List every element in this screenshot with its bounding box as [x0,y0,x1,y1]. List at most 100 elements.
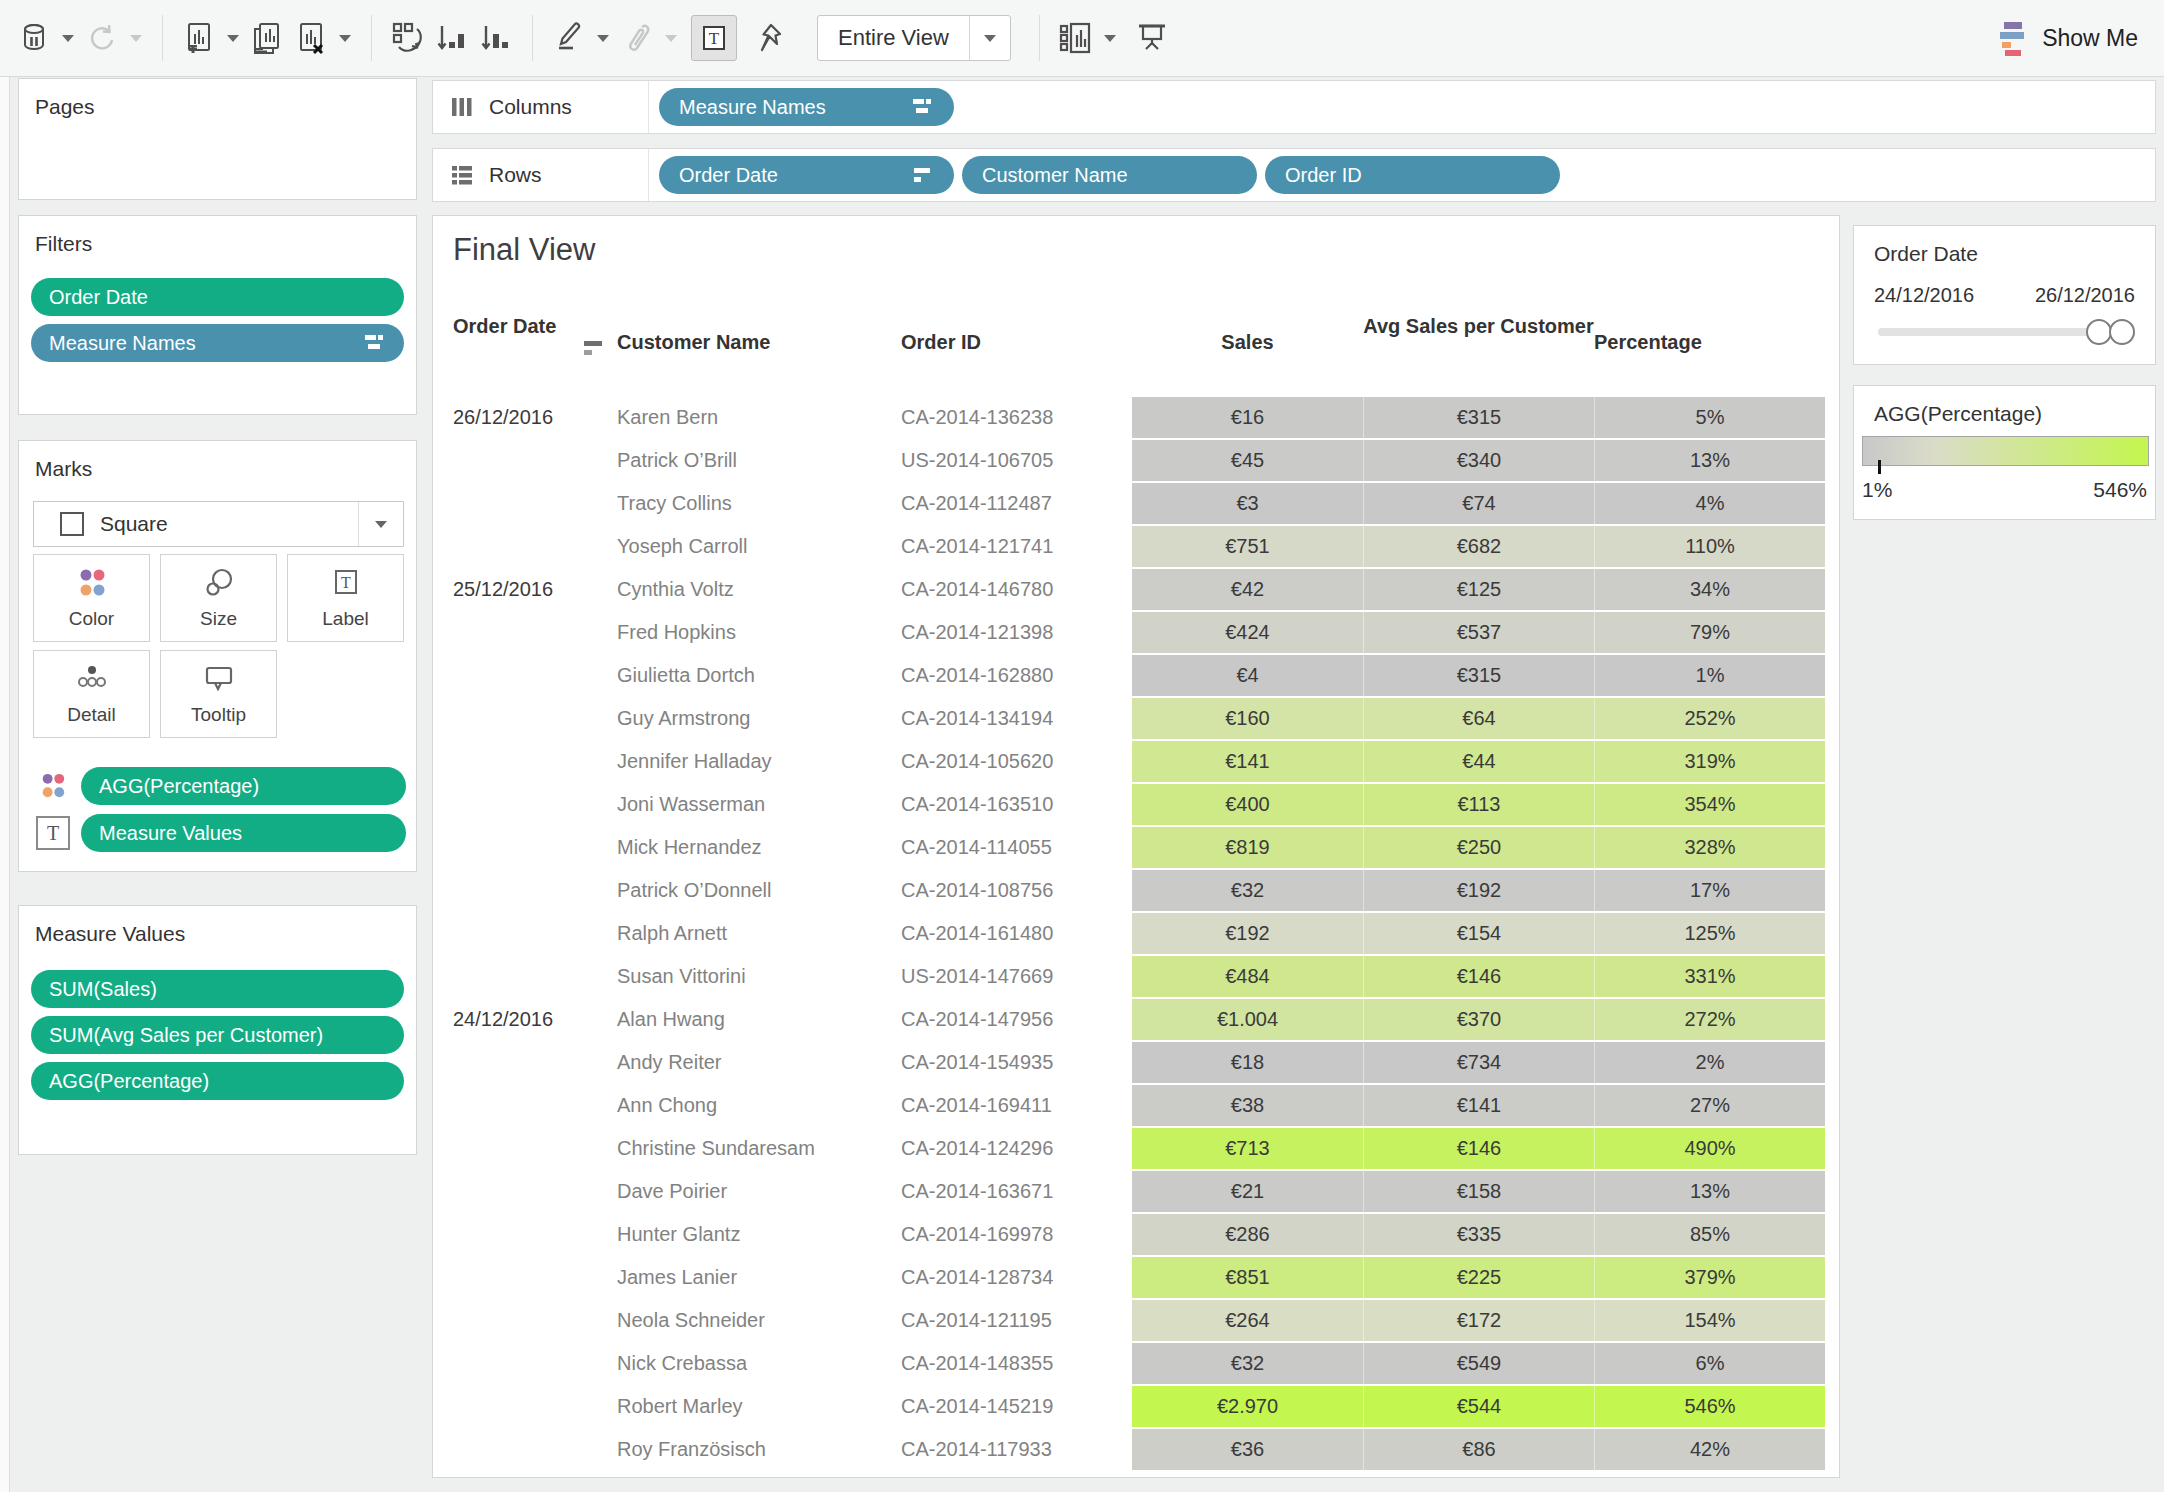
pill-customer-name[interactable]: Customer Name [962,156,1257,194]
cell-order-date[interactable] [453,482,617,525]
cell-sales[interactable]: €1.004 [1132,999,1363,1040]
cell-customer-name[interactable]: Karen Bern [617,396,901,439]
data-source-caret[interactable] [62,35,74,42]
highlight-caret[interactable] [597,35,609,42]
cell-order-date[interactable] [453,1342,617,1385]
cell-percentage[interactable]: 79% [1594,612,1825,653]
cell-customer-name[interactable]: Dave Poirier [617,1170,901,1213]
cell-percentage[interactable]: 34% [1594,569,1825,610]
cell-order-id[interactable]: CA-2014-162880 [901,654,1132,697]
cell-sales[interactable]: €751 [1132,526,1363,567]
cell-order-id[interactable]: CA-2014-169978 [901,1213,1132,1256]
color-button[interactable]: Color [33,554,150,642]
cell-order-id[interactable]: CA-2014-121741 [901,525,1132,568]
cell-percentage[interactable]: 272% [1594,999,1825,1040]
cell-avg-sales[interactable]: €544 [1363,1386,1594,1427]
cell-order-date[interactable] [453,1213,617,1256]
cell-customer-name[interactable]: Jennifer Halladay [617,740,901,783]
undo-icon[interactable] [80,16,124,60]
cell-avg-sales[interactable]: €44 [1363,741,1594,782]
cell-avg-sales[interactable]: €86 [1363,1429,1594,1470]
cell-order-date[interactable]: 25/12/2016 [453,568,617,611]
cell-avg-sales[interactable]: €146 [1363,1128,1594,1169]
cell-order-date[interactable] [453,955,617,998]
cell-order-id[interactable]: CA-2014-124296 [901,1127,1132,1170]
cell-customer-name[interactable]: Patrick O’Donnell [617,869,901,912]
header-avg-sales[interactable]: Avg Sales per Customer [1363,312,1594,340]
cell-sales[interactable]: €286 [1132,1214,1363,1255]
cell-customer-name[interactable]: Susan Vittorini [617,955,901,998]
cell-sales[interactable]: €160 [1132,698,1363,739]
clear-sheet-caret[interactable] [339,35,351,42]
cell-order-id[interactable]: CA-2014-121398 [901,611,1132,654]
cell-percentage[interactable]: 331% [1594,956,1825,997]
cell-order-id[interactable]: CA-2014-145219 [901,1385,1132,1428]
cell-avg-sales[interactable]: €192 [1363,870,1594,911]
cell-avg-sales[interactable]: €74 [1363,483,1594,524]
cell-order-id[interactable]: CA-2014-105620 [901,740,1132,783]
header-order-id[interactable]: Order ID [901,328,981,356]
cell-avg-sales[interactable]: €315 [1363,655,1594,696]
cell-percentage[interactable]: 5% [1594,397,1825,438]
cell-customer-name[interactable]: Neola Schneider [617,1299,901,1342]
cell-order-id[interactable]: CA-2014-146780 [901,568,1132,611]
sheet-title[interactable]: Final View [453,232,595,268]
highlight-icon[interactable] [547,16,591,60]
cell-avg-sales[interactable]: €158 [1363,1171,1594,1212]
cell-customer-name[interactable]: Alan Hwang [617,998,901,1041]
cell-order-date[interactable]: 24/12/2016 [453,998,617,1041]
cell-order-date[interactable]: 26/12/2016 [453,396,617,439]
cell-sales[interactable]: €141 [1132,741,1363,782]
cell-avg-sales[interactable]: €549 [1363,1343,1594,1384]
cell-order-date[interactable] [453,525,617,568]
cell-customer-name[interactable]: Giulietta Dortch [617,654,901,697]
cell-order-date[interactable] [453,1041,617,1084]
cell-order-date[interactable] [453,1170,617,1213]
cell-sales[interactable]: €424 [1132,612,1363,653]
cell-order-date[interactable] [453,654,617,697]
size-button[interactable]: Size [160,554,277,642]
mv-pill-sum-avg-sales[interactable]: SUM(Avg Sales per Customer) [31,1016,404,1054]
new-worksheet-caret[interactable] [227,35,239,42]
mv-pill-sum-sales[interactable]: SUM(Sales) [31,970,404,1008]
cell-avg-sales[interactable]: €370 [1363,999,1594,1040]
pill-measure-names[interactable]: Measure Names [659,88,954,126]
cell-percentage[interactable]: 2% [1594,1042,1825,1083]
cell-order-id[interactable]: CA-2014-128734 [901,1256,1132,1299]
cell-percentage[interactable]: 6% [1594,1343,1825,1384]
cell-sales[interactable]: €484 [1132,956,1363,997]
cell-customer-name[interactable]: Guy Armstrong [617,697,901,740]
cell-avg-sales[interactable]: €141 [1363,1085,1594,1126]
cell-sales[interactable]: €18 [1132,1042,1363,1083]
cell-sales[interactable]: €851 [1132,1257,1363,1298]
header-percentage[interactable]: Percentage [1594,328,1702,356]
cell-sales[interactable]: €713 [1132,1128,1363,1169]
cell-sales[interactable]: €32 [1132,870,1363,911]
sort-descending-icon[interactable] [474,16,518,60]
cell-order-date[interactable] [453,1428,617,1471]
detail-button[interactable]: Detail [33,650,150,738]
presentation-mode-icon[interactable] [1130,16,1174,60]
cell-sales[interactable]: €45 [1132,440,1363,481]
cell-order-date[interactable] [453,439,617,482]
fit-selector-caret[interactable] [969,16,1010,60]
cell-order-id[interactable]: CA-2014-114055 [901,826,1132,869]
header-customer-name[interactable]: Customer Name [617,328,770,356]
cell-sales[interactable]: €32 [1132,1343,1363,1384]
cell-customer-name[interactable]: Robert Marley [617,1385,901,1428]
cell-sales[interactable]: €4 [1132,655,1363,696]
cell-customer-name[interactable]: Cynthia Voltz [617,568,901,611]
cell-sales[interactable]: €192 [1132,913,1363,954]
cell-order-date[interactable] [453,783,617,826]
cell-percentage[interactable]: 13% [1594,1171,1825,1212]
cell-customer-name[interactable]: Hunter Glantz [617,1213,901,1256]
cell-percentage[interactable]: 85% [1594,1214,1825,1255]
label-button[interactable]: T Label [287,554,404,642]
cell-order-date[interactable] [453,1127,617,1170]
cell-avg-sales[interactable]: €250 [1363,827,1594,868]
fix-axes-icon[interactable] [747,16,791,60]
cell-customer-name[interactable]: Tracy Collins [617,482,901,525]
cell-order-date[interactable] [453,1385,617,1428]
cell-percentage[interactable]: 319% [1594,741,1825,782]
mv-pill-agg-percentage[interactable]: AGG(Percentage) [31,1062,404,1100]
